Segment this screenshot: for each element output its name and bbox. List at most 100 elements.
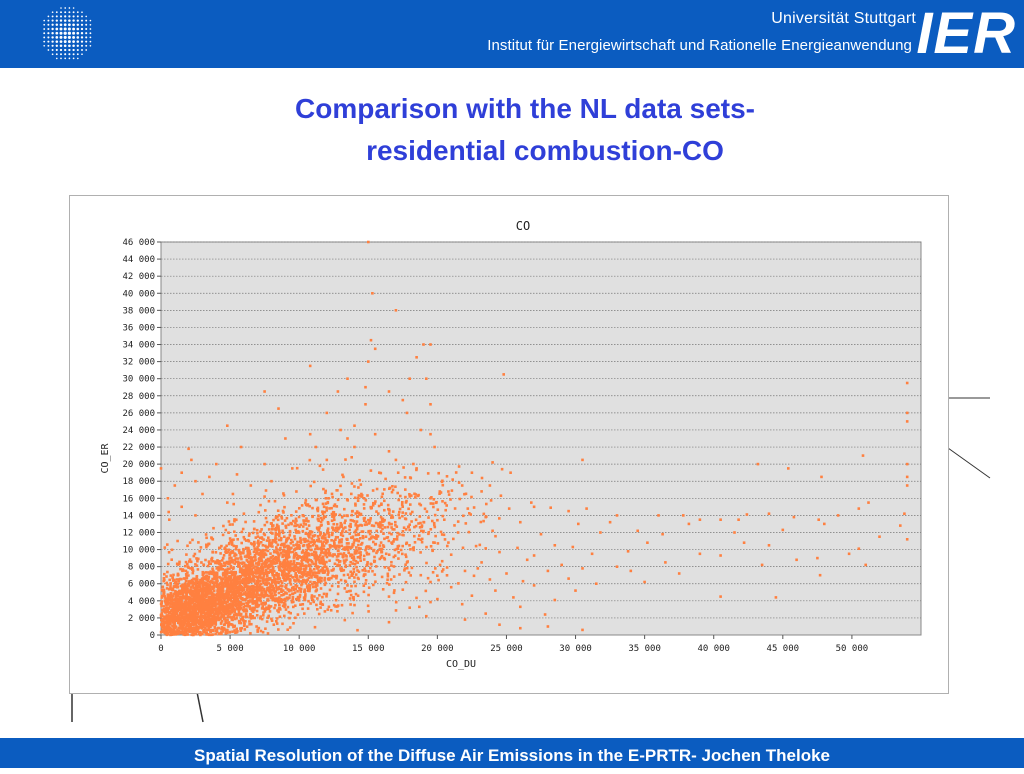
- data-point: [184, 615, 188, 618]
- data-point: [229, 580, 233, 584]
- data-point: [339, 521, 343, 525]
- data-point: [229, 589, 232, 592]
- data-point: [327, 571, 330, 574]
- data-point: [164, 611, 168, 614]
- data-point: [367, 360, 370, 363]
- data-point: [293, 591, 297, 594]
- data-point: [286, 552, 290, 556]
- data-point: [429, 432, 432, 436]
- y-tick-label: 22 000: [122, 443, 155, 453]
- data-point: [292, 544, 295, 547]
- data-point: [425, 377, 428, 380]
- data-point: [241, 598, 244, 601]
- data-point: [339, 540, 342, 544]
- data-point: [264, 592, 268, 596]
- data-point: [380, 548, 383, 552]
- data-point: [224, 585, 227, 588]
- data-point: [357, 577, 360, 581]
- y-tick-label: 30 000: [122, 375, 155, 385]
- data-point: [325, 458, 329, 462]
- data-point: [404, 495, 407, 499]
- data-point: [394, 309, 398, 312]
- data-point: [284, 437, 287, 440]
- data-point: [381, 588, 385, 591]
- data-point: [356, 515, 359, 518]
- data-point: [438, 563, 442, 567]
- data-point: [308, 432, 312, 436]
- data-point: [235, 614, 239, 617]
- data-point: [391, 510, 395, 513]
- data-point: [290, 514, 293, 517]
- data-point: [182, 577, 186, 580]
- data-point: [208, 591, 211, 594]
- data-point: [187, 580, 190, 583]
- data-point: [441, 500, 444, 503]
- data-point: [205, 624, 209, 628]
- data-point: [250, 568, 254, 571]
- data-point: [277, 585, 281, 589]
- data-point: [254, 562, 258, 565]
- data-point: [226, 588, 229, 591]
- data-point: [211, 619, 214, 622]
- data-point: [472, 574, 476, 578]
- data-point: [353, 485, 356, 488]
- data-point: [280, 594, 283, 597]
- data-point: [267, 559, 271, 563]
- data-point: [202, 602, 205, 605]
- data-point: [306, 503, 310, 506]
- data-point: [195, 599, 198, 603]
- data-point: [321, 512, 325, 516]
- data-point: [333, 562, 337, 566]
- data-point: [166, 593, 170, 596]
- data-point: [372, 524, 376, 528]
- data-point: [293, 537, 297, 541]
- data-point: [306, 584, 309, 587]
- data-point: [420, 529, 423, 533]
- data-point: [335, 505, 339, 508]
- data-point: [278, 603, 281, 607]
- data-point: [348, 576, 351, 579]
- data-point: [287, 545, 291, 548]
- data-point: [235, 545, 238, 548]
- data-point: [192, 604, 196, 607]
- data-point: [160, 596, 163, 599]
- data-point: [217, 626, 221, 630]
- data-point: [221, 586, 225, 590]
- data-point: [270, 617, 273, 621]
- data-point: [301, 525, 305, 528]
- data-point: [226, 561, 229, 564]
- data-point: [485, 502, 488, 506]
- data-point: [216, 586, 220, 589]
- data-point: [615, 514, 619, 517]
- data-point: [308, 532, 312, 536]
- data-point: [231, 550, 235, 554]
- data-point: [239, 581, 242, 585]
- data-point: [329, 609, 333, 612]
- data-point: [190, 597, 193, 600]
- data-point: [247, 580, 250, 584]
- data-point: [418, 526, 422, 529]
- data-point: [434, 534, 437, 538]
- data-point: [516, 546, 519, 550]
- data-point: [187, 601, 191, 604]
- data-point: [319, 516, 323, 520]
- data-point: [296, 597, 299, 601]
- data-point: [200, 597, 204, 600]
- data-point: [210, 581, 213, 584]
- data-point: [290, 563, 293, 566]
- data-point: [224, 618, 228, 622]
- data-point: [245, 564, 249, 567]
- data-point: [214, 602, 217, 606]
- data-point: [229, 595, 233, 599]
- data-point: [215, 595, 218, 599]
- data-point: [409, 503, 412, 506]
- data-point: [289, 574, 293, 577]
- data-point: [237, 590, 240, 593]
- data-point: [184, 579, 188, 583]
- data-point: [294, 574, 297, 577]
- data-point: [383, 558, 387, 561]
- data-point: [905, 411, 909, 415]
- data-point: [246, 602, 249, 605]
- data-point: [227, 598, 231, 601]
- data-point: [311, 544, 315, 547]
